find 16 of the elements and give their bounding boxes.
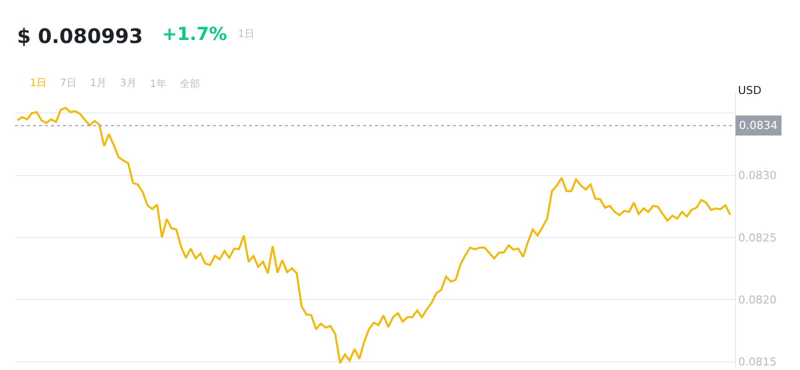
text: 3月	[120, 78, 136, 89]
y-tick-label: 0.0820	[738, 293, 777, 306]
y-tick-label: 0.0830	[738, 169, 777, 182]
ref-line-label: 0.0834	[739, 119, 778, 132]
text: 1月	[90, 78, 106, 89]
chart-title: $ 0.080993	[17, 24, 143, 48]
text: 全部	[180, 78, 200, 90]
line-series	[16, 106, 732, 364]
text: 7日	[60, 78, 76, 89]
text: 1年	[150, 78, 166, 90]
y-tick-label: 0.0825	[738, 231, 777, 244]
y-tick-label: 0.0815	[738, 356, 777, 369]
text: 1日	[30, 78, 46, 89]
y-axis-title: USD	[738, 84, 762, 97]
chart-subtitle: +1.7%	[162, 24, 228, 45]
text: 1日	[238, 29, 254, 40]
